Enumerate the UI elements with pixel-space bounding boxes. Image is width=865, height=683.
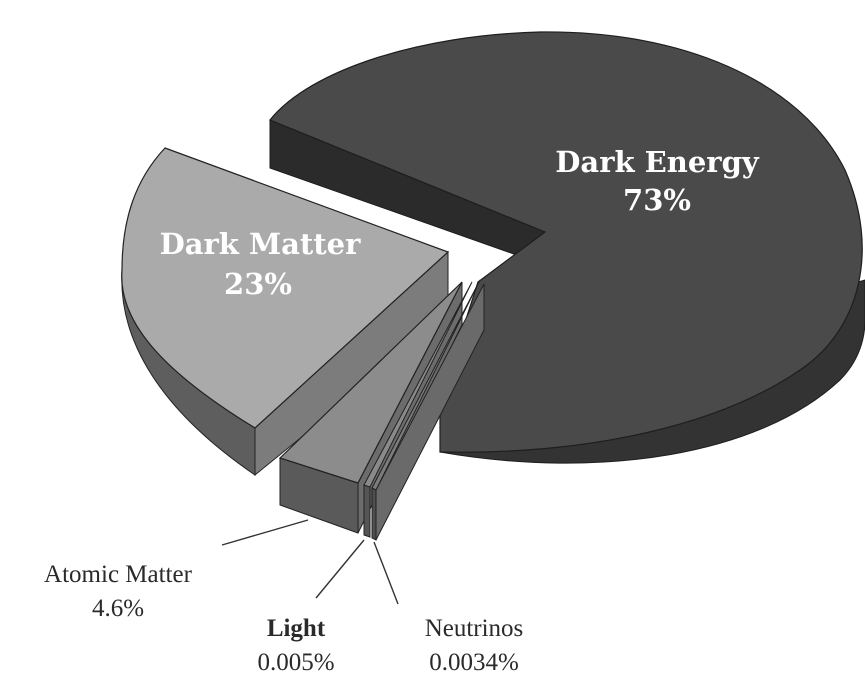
label-neutrinos-value: 0.0034% [429,649,519,676]
slice-light-top [363,281,473,488]
slice-dark-energy [269,31,865,464]
label-dark-matter-value: 23% [224,267,292,301]
slice-neutrinos [371,279,485,541]
label-atomic-matter-value: 4.6% [92,595,144,622]
slice-neutrinos-top [371,279,481,491]
slice-atomic-matter-top [278,281,463,484]
leader-line-light [315,539,365,599]
label-dark-energy-value: 73% [623,183,691,217]
label-light-name: Light [267,615,326,642]
slice-neutrinos-wall [371,487,377,541]
label-dark-matter-name: Dark Matter [160,227,362,261]
slice-dark-matter [121,147,450,477]
leader-line-atomic-matter [221,519,309,546]
slice-neutrinos-cut-wall [375,283,485,541]
slice-dark-matter-top [121,147,450,429]
label-neutrinos-name: Neutrinos [425,615,524,642]
slice-light-wall [363,484,371,538]
label-atomic-matter-name: Atomic Matter [44,561,193,588]
label-light-value: 0.005% [257,649,334,676]
slice-dark-energy-top [269,31,863,453]
label-dark-energy-name: Dark Energy [555,145,760,179]
slice-light [363,281,473,538]
leader-line-neutrinos [373,541,399,605]
